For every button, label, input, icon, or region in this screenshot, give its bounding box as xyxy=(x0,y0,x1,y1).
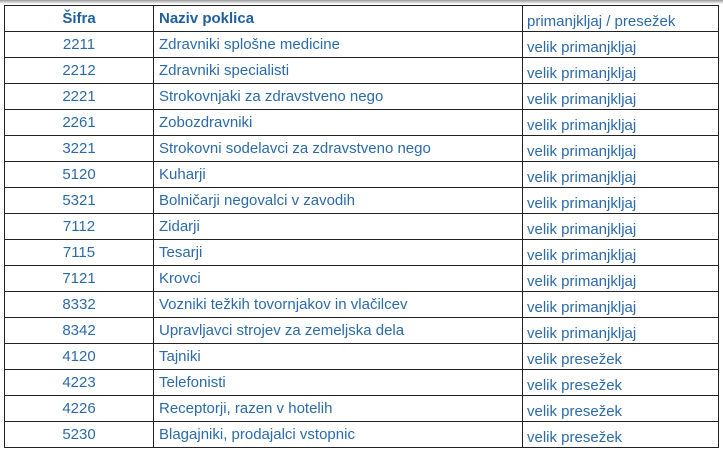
cell-occupation: Tesarji xyxy=(153,239,523,266)
cell-code: 2211 xyxy=(4,31,154,58)
cell-code: 4223 xyxy=(4,369,154,396)
cell-occupation: Zidarji xyxy=(153,213,523,240)
table-header-row: Šifra Naziv poklica primanjkljaj / prese… xyxy=(4,5,719,32)
table-row: 8332 Vozniki težkih tovornjakov in vlačil… xyxy=(4,291,719,318)
cell-code: 2261 xyxy=(4,109,154,136)
cell-occupation: Strokovnjaki za zdravstveno nego xyxy=(153,83,523,110)
cell-occupation: Tajniki xyxy=(153,343,523,370)
cell-status: velik primanjkljaj xyxy=(522,291,719,318)
cell-code: 4226 xyxy=(4,395,154,422)
table-row: 2261 Zobozdravniki velik primanjkljaj xyxy=(4,109,719,136)
cell-code: 8332 xyxy=(4,291,154,318)
cell-status: velik primanjkljaj xyxy=(522,239,719,266)
cell-code: 5120 xyxy=(4,161,154,188)
cell-code: 8342 xyxy=(4,317,154,344)
cell-occupation: Vozniki težkih tovornjakov in vlačilcev xyxy=(153,291,523,318)
table-row: 5230 Blagajniki, prodajalci vstopnic velik… xyxy=(4,421,719,448)
cropped-text-strip xyxy=(0,0,723,4)
cell-occupation: Zdravniki specialisti xyxy=(153,57,523,84)
cell-code: 3221 xyxy=(4,135,154,162)
table-row: 3221 Strokovni sodelavci za zdravstveno n… xyxy=(4,135,719,162)
table-row: 7115 Tesarji velik primanjkljaj xyxy=(4,239,719,266)
table-row: 4120 Tajniki velik presežek xyxy=(4,343,719,370)
cell-status: velik primanjkljaj xyxy=(522,83,719,110)
table-row: 7121 Krovci velik primanjkljaj xyxy=(4,265,719,292)
cell-code: 2221 xyxy=(4,83,154,110)
table-row: 2221 Strokovnjaki za zdravstveno nego veli… xyxy=(4,83,719,110)
table-row: 4223 Telefonisti velik presežek xyxy=(4,369,719,396)
cell-occupation: Receptorji, razen v hotelih xyxy=(153,395,523,422)
table-row: 5321 Bolničarji negovalci v zavodih velik … xyxy=(4,187,719,214)
cell-status: velik presežek xyxy=(522,343,719,370)
cell-occupation: Zdravniki splošne medicine xyxy=(153,31,523,58)
table-row: 2212 Zdravniki specialisti velik primanjkl… xyxy=(4,57,719,84)
cell-status: velik presežek xyxy=(522,395,719,422)
table-row: 5120 Kuharji velik primanjkljaj xyxy=(4,161,719,188)
cell-occupation: Blagajniki, prodajalci vstopnic xyxy=(153,421,523,448)
cell-status: velik primanjkljaj xyxy=(522,135,719,162)
cell-code: 7115 xyxy=(4,239,154,266)
cell-occupation: Krovci xyxy=(153,265,523,292)
occupations-table: Šifra Naziv poklica primanjkljaj / prese… xyxy=(4,5,719,448)
cell-status: velik primanjkljaj xyxy=(522,109,719,136)
cell-occupation: Telefonisti xyxy=(153,369,523,396)
cell-status: velik primanjkljaj xyxy=(522,187,719,214)
table-row: 2211 Zdravniki splošne medicine velik prim… xyxy=(4,31,719,58)
cell-code: 2212 xyxy=(4,57,154,84)
header-code: Šifra xyxy=(4,5,154,32)
table-row: 4226 Receptorji, razen v hotelih velik pre… xyxy=(4,395,719,422)
header-status: primanjkljaj / presežek xyxy=(522,5,719,32)
table-row: 8342 Upravljavci strojev za zemeljska del… xyxy=(4,317,719,344)
table-row: 7112 Zidarji velik primanjkljaj xyxy=(4,213,719,240)
cell-code: 5230 xyxy=(4,421,154,448)
cell-status: velik primanjkljaj xyxy=(522,213,719,240)
cell-code: 7112 xyxy=(4,213,154,240)
cell-status: velik primanjkljaj xyxy=(522,317,719,344)
cell-occupation: Zobozdravniki xyxy=(153,109,523,136)
cell-status: velik primanjkljaj xyxy=(522,161,719,188)
cell-occupation: Strokovni sodelavci za zdravstveno nego xyxy=(153,135,523,162)
header-occupation: Naziv poklica xyxy=(153,5,523,32)
cell-occupation: Bolničarji negovalci v zavodih xyxy=(153,187,523,214)
cell-occupation: Kuharji xyxy=(153,161,523,188)
cell-status: velik presežek xyxy=(522,421,719,448)
cell-status: velik primanjkljaj xyxy=(522,31,719,58)
cell-status: velik presežek xyxy=(522,369,719,396)
cell-code: 4120 xyxy=(4,343,154,370)
cell-code: 7121 xyxy=(4,265,154,292)
cell-status: velik primanjkljaj xyxy=(522,57,719,84)
cell-occupation: Upravljavci strojev za zemeljska dela xyxy=(153,317,523,344)
cell-status: velik primanjkljaj xyxy=(522,265,719,292)
cell-code: 5321 xyxy=(4,187,154,214)
